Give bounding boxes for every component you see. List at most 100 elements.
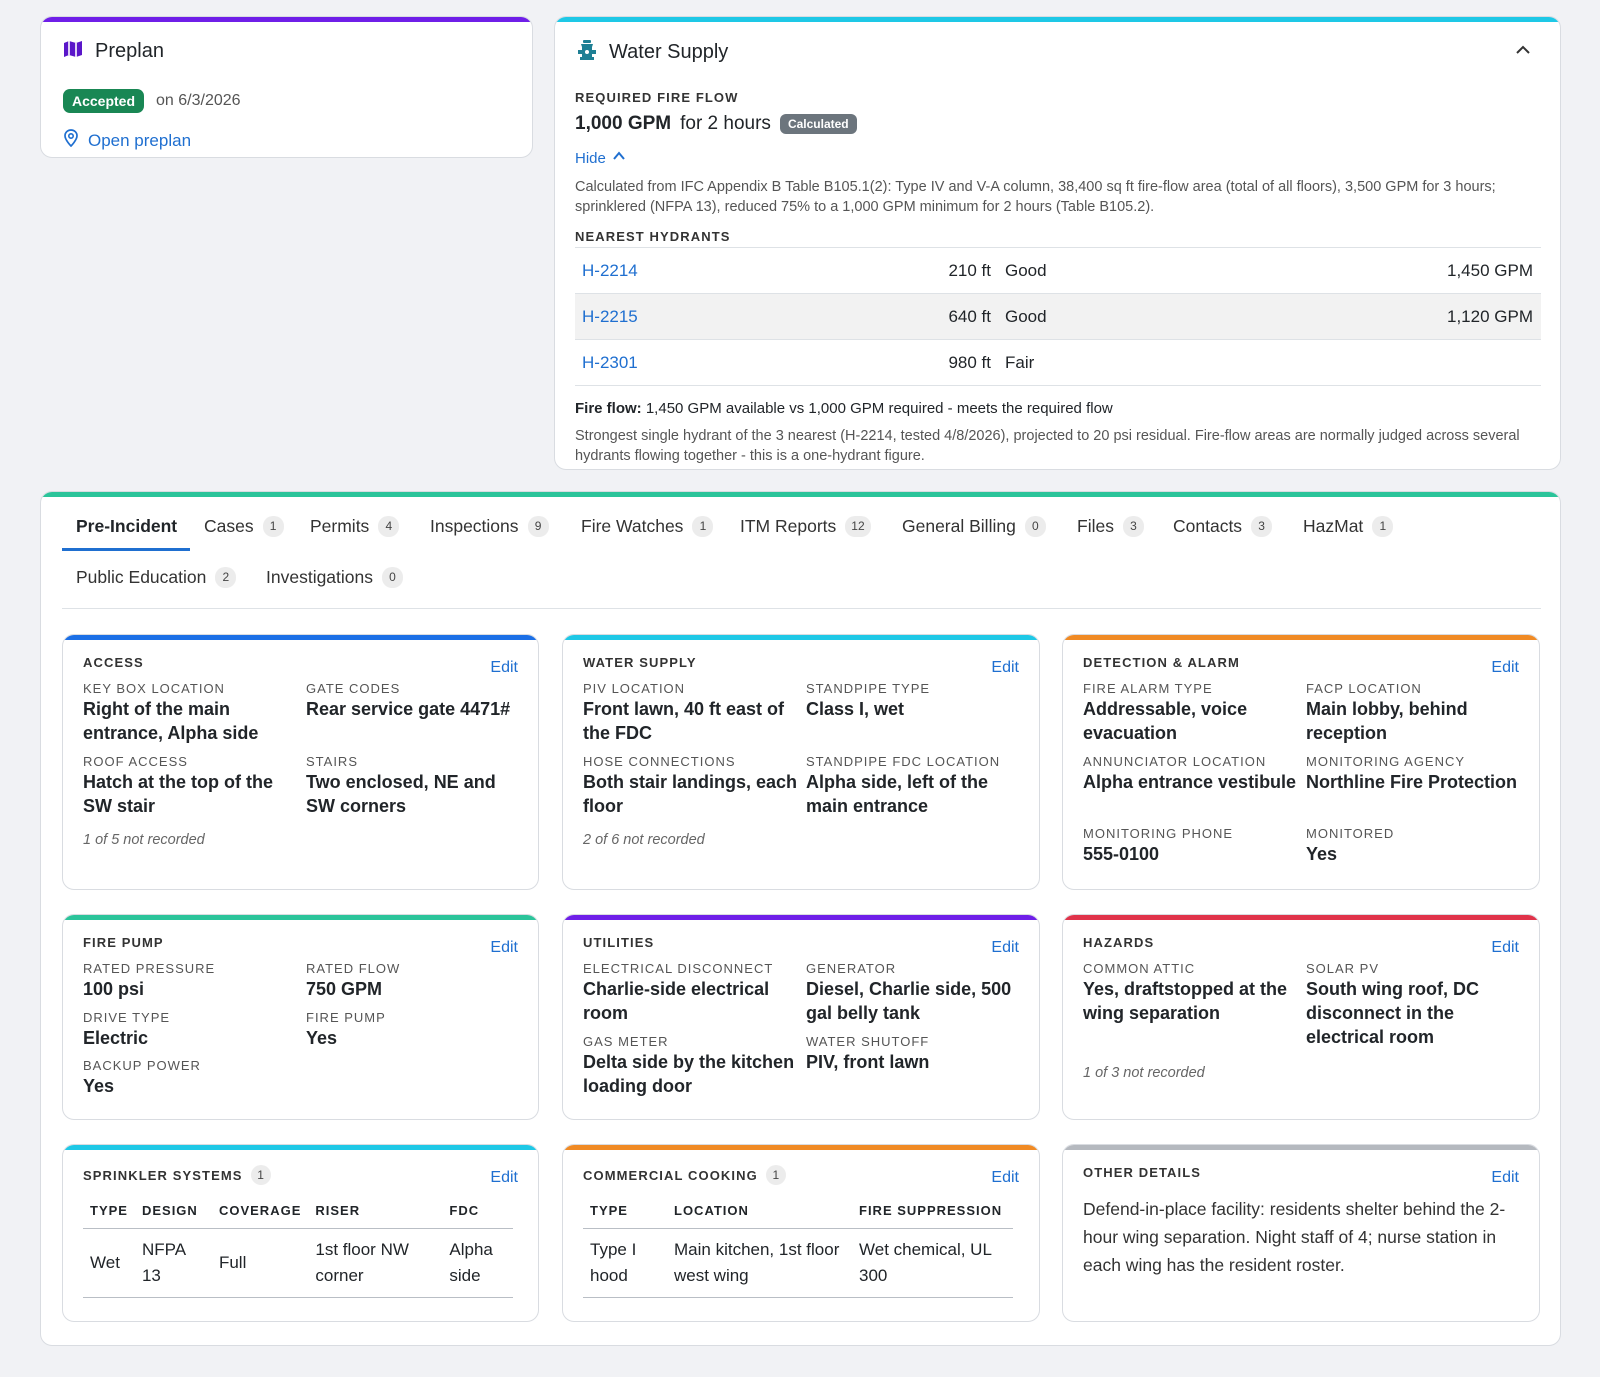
tab-bar: Pre-Incident Cases 1 Permits 4 Inspections… <box>62 506 1541 609</box>
field-value: Main lobby, behind reception <box>1306 699 1468 743</box>
tab-investigations[interactable]: Investigations 0 <box>266 559 404 595</box>
tab-general-billing[interactable]: General Billing 0 <box>902 508 1046 544</box>
field-label: HOSE CONNECTIONS <box>583 754 736 769</box>
tab-count: 12 <box>845 515 871 537</box>
column-header: TYPE <box>583 1194 667 1229</box>
tab-inspections[interactable]: Inspections 9 <box>430 508 549 544</box>
edit-sprinklers-button[interactable]: Edit <box>490 1169 518 1186</box>
table-row: H-2301 980 ft Fair <box>575 339 1541 386</box>
tab-contacts[interactable]: Contacts 3 <box>1173 508 1273 544</box>
field-label: GAS METER <box>583 1034 669 1049</box>
solar-pv-field: SOLAR PV South wing roof, DC disconnect i… <box>1306 961 1521 1049</box>
tab-permits[interactable]: Permits 4 <box>310 508 400 544</box>
main-accent-bar <box>41 492 1560 497</box>
fire-flow-text: 1,450 GPM available vs 1,000 GPM require… <box>645 400 1113 417</box>
tab-hazmat[interactable]: HazMat 1 <box>1303 508 1394 544</box>
cooking-table: TYPE LOCATION FIRE SUPPRESSION Type I ho… <box>583 1194 1013 1298</box>
edit-hazards-button[interactable]: Edit <box>1491 939 1519 956</box>
field-label: FACP LOCATION <box>1306 681 1422 696</box>
standpipe-fdc-field: STANDPIPE FDC LOCATION Alpha side, left o… <box>806 754 1021 818</box>
open-preplan-text[interactable]: Open preplan <box>88 130 192 150</box>
field-label: GATE CODES <box>306 681 401 696</box>
active-tab-indicator <box>62 548 190 551</box>
required-flow-duration: for 2 hours <box>680 113 771 134</box>
edit-water-supply-button[interactable]: Edit <box>991 659 1019 676</box>
edit-utilities-button[interactable]: Edit <box>991 939 1019 956</box>
tab-fire-watches[interactable]: Fire Watches 1 <box>581 508 714 544</box>
hide-link[interactable]: Hide <box>575 149 606 167</box>
tab-cases[interactable]: Cases 1 <box>204 508 284 544</box>
hydrant-distance: 210 ft <box>945 247 991 294</box>
edit-detection-button[interactable]: Edit <box>1491 659 1519 676</box>
tab-files[interactable]: Files 3 <box>1077 508 1144 544</box>
field-label: MONITORING PHONE <box>1083 826 1234 841</box>
edit-fire-pump-button[interactable]: Edit <box>490 939 518 956</box>
tab-count: 1 <box>692 515 714 537</box>
field-label: MONITORING AGENCY <box>1306 754 1466 769</box>
field-label: STAIRS <box>306 754 358 769</box>
field-label: KEY BOX LOCATION <box>83 681 225 696</box>
field-label: SOLAR PV <box>1306 961 1380 976</box>
field-value: Two enclosed, NE and SW corners <box>306 772 496 816</box>
utilities-title: UTILITIES <box>583 935 655 950</box>
cooking-accent-bar <box>563 1145 1039 1150</box>
edit-cooking-button[interactable]: Edit <box>991 1169 1019 1186</box>
tab-label: General Billing <box>902 515 1016 536</box>
table-header-row: TYPE LOCATION FIRE SUPPRESSION <box>583 1194 1013 1229</box>
hydrant-link[interactable]: H-2215 <box>582 306 638 326</box>
other-details-text: Defend-in-place facility: residents shel… <box>1083 1199 1506 1275</box>
calculated-badge: Calculated <box>779 114 857 134</box>
hide-toggle[interactable]: Hide <box>575 149 626 167</box>
chevron-up-icon <box>612 149 626 167</box>
hydrant-icon <box>577 39 597 66</box>
hydrants-table: H-2214 210 ft Good 1,450 GPM H-2215 640 … <box>575 247 1541 386</box>
field-label: STANDPIPE FDC LOCATION <box>806 754 1001 769</box>
field-value: Charlie-side electrical room <box>583 979 770 1023</box>
field-value: Hatch at the top of the SW stair <box>83 772 273 816</box>
field-value: Yes <box>306 1028 338 1048</box>
tab-public-education[interactable]: Public Education 2 <box>76 559 237 595</box>
hydrant-flow <box>1091 339 1541 386</box>
stairs-field: STAIRS Two enclosed, NE and SW corners <box>306 754 521 818</box>
edit-access-button[interactable]: Edit <box>490 659 518 676</box>
map-icon <box>63 39 83 64</box>
table-row: H-2215 640 ft Good 1,120 GPM <box>575 293 1541 340</box>
field-label: RATED PRESSURE <box>83 961 216 976</box>
water-supply-card: Water Supply REQUIRED FIRE FLOW 1,000 GP… <box>554 16 1561 470</box>
field-label: WATER SHUTOFF <box>806 1034 930 1049</box>
tab-label: ITM Reports <box>740 515 837 536</box>
utilities-card: UTILITIES Edit ELECTRICAL DISCONNECT Char… <box>562 914 1040 1120</box>
tab-label: Investigations <box>266 566 374 587</box>
water-supply-title: Water Supply <box>609 41 729 63</box>
open-preplan-link[interactable]: Open preplan <box>63 129 191 152</box>
tab-count: 1 <box>1372 515 1394 537</box>
chevron-up-icon[interactable] <box>1512 39 1534 61</box>
tab-pre-incident[interactable]: Pre-Incident <box>76 508 177 544</box>
drive-type-field: DRIVE TYPE Electric <box>83 1010 298 1050</box>
tab-label: Cases <box>204 515 254 536</box>
field-label: ANNUNCIATOR LOCATION <box>1083 754 1267 769</box>
column-header: FIRE SUPPRESSION <box>852 1194 1013 1229</box>
field-label: DRIVE TYPE <box>83 1010 171 1025</box>
status-badge: Accepted <box>63 89 145 113</box>
access-accent-bar <box>63 635 538 640</box>
nearest-hydrants-label: NEAREST HYDRANTS <box>575 229 731 244</box>
rated-flow-field: RATED FLOW 750 GPM <box>306 961 521 1001</box>
tab-label: Fire Watches <box>581 515 684 536</box>
water-accent-bar <box>555 17 1560 22</box>
hydrant-link[interactable]: H-2214 <box>582 260 638 280</box>
rated-pressure-field: RATED PRESSURE 100 psi <box>83 961 298 1001</box>
field-label: PIV LOCATION <box>583 681 686 696</box>
edit-other-details-button[interactable]: Edit <box>1491 1169 1519 1186</box>
tab-count: 3 <box>1122 515 1144 537</box>
column-header: FDC <box>442 1194 513 1229</box>
hydrant-link[interactable]: H-2301 <box>582 352 638 372</box>
preplan-accent-bar <box>41 17 532 22</box>
water-supply-accent-bar <box>563 635 1039 640</box>
detection-alarm-card: DETECTION & ALARM Edit FIRE ALARM TYPE Ad… <box>1062 634 1540 890</box>
tab-count: 0 <box>1024 515 1046 537</box>
tab-itm-reports[interactable]: ITM Reports 12 <box>740 508 871 544</box>
not-recorded-note: 1 of 5 not recorded <box>83 832 205 848</box>
field-label: GENERATOR <box>806 961 897 976</box>
other-details-title: OTHER DETAILS <box>1083 1165 1202 1180</box>
